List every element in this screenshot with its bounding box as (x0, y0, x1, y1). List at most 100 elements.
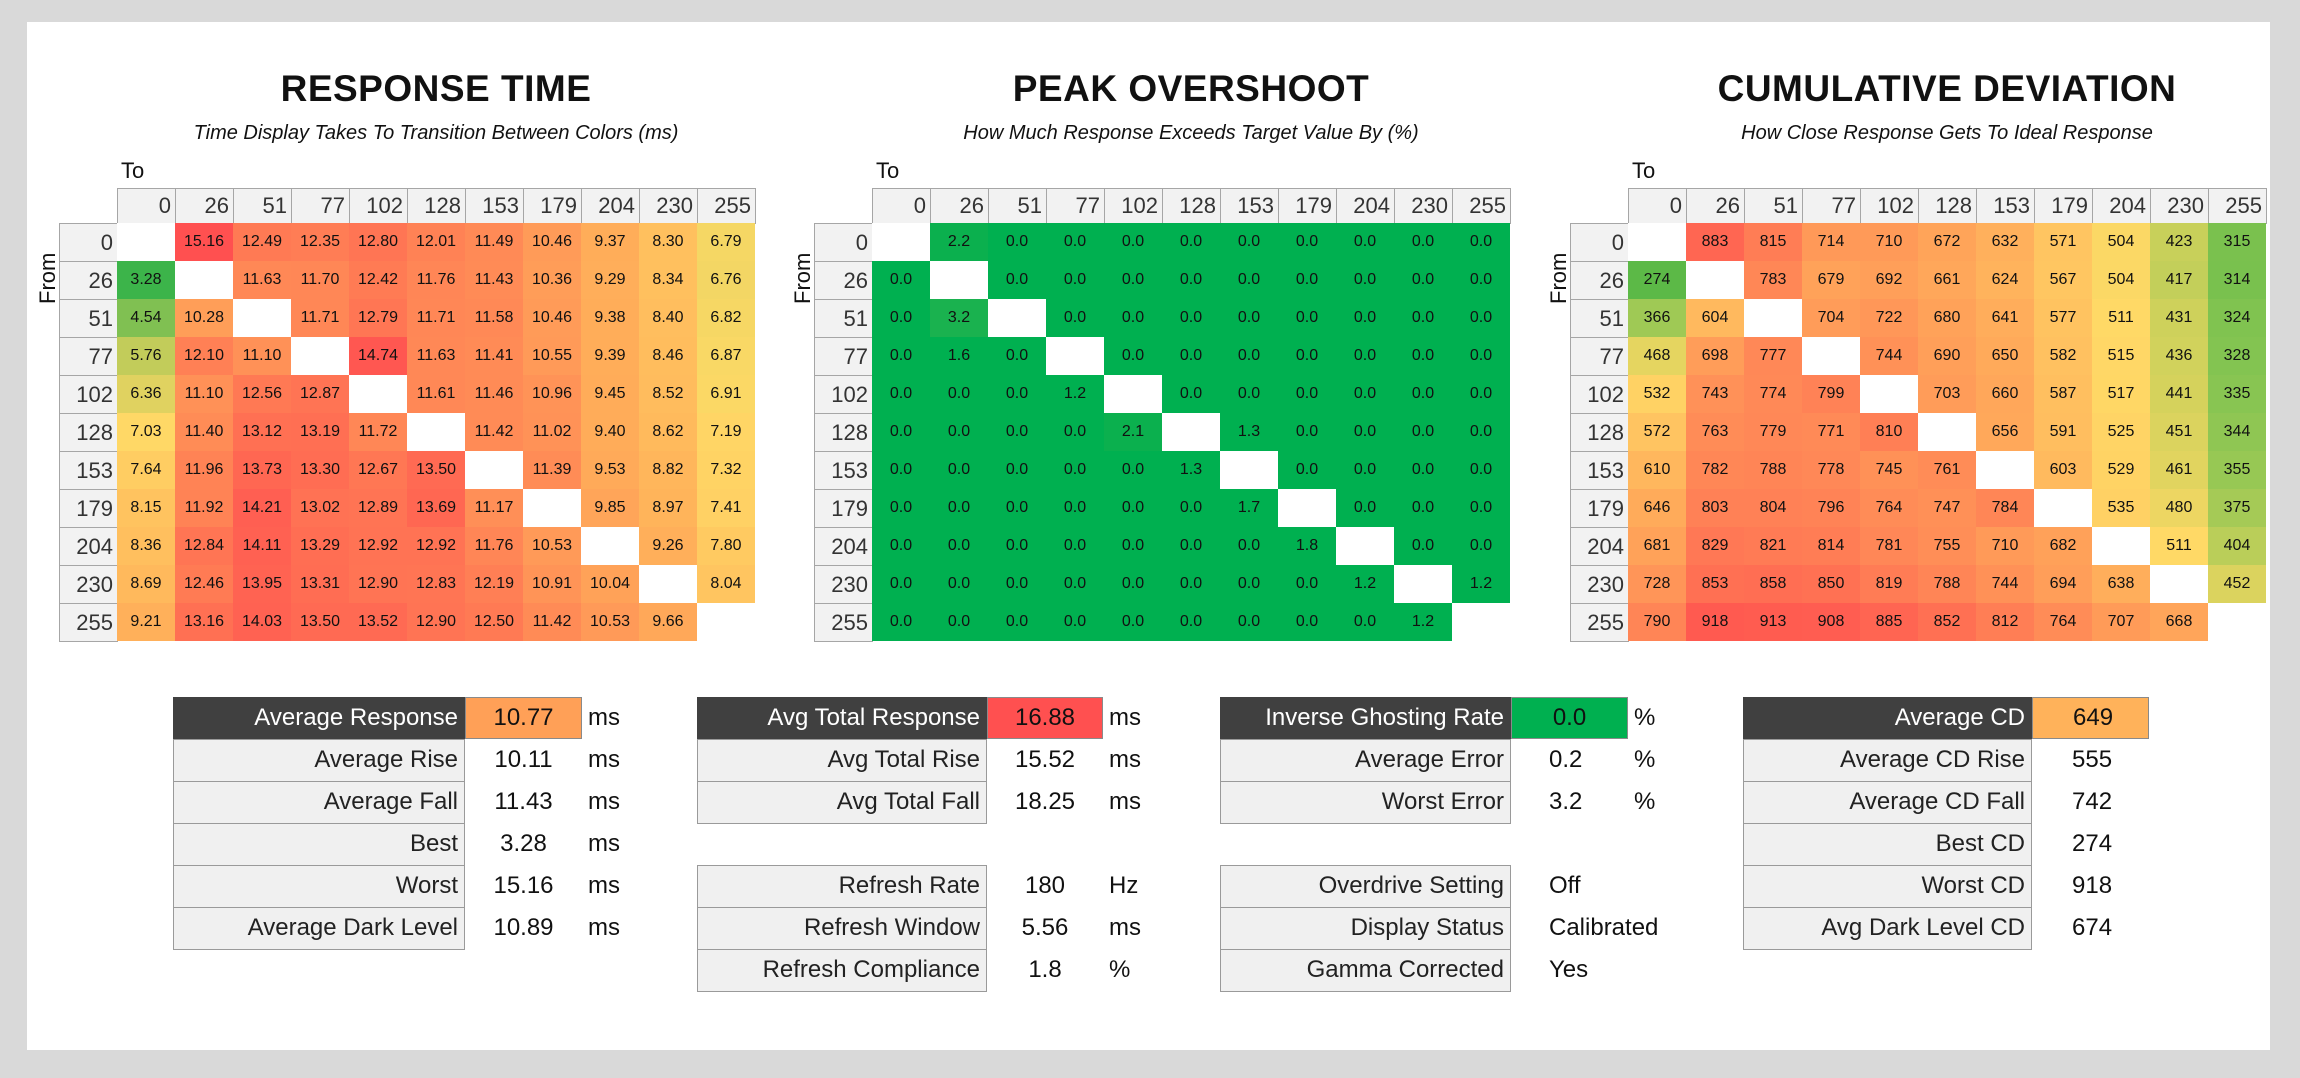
heatmap-cell: 274 (1628, 261, 1686, 299)
heatmap-cell: 796 (1802, 489, 1860, 527)
heatmap-cell: 511 (2092, 299, 2150, 337)
heatmap-cell: 12.67 (349, 451, 407, 489)
chart-title: PEAK OVERSHOOT (1012, 68, 1370, 109)
heatmap-cell: 0.0 (1394, 261, 1452, 299)
heatmap-cell-empty (175, 261, 233, 299)
heatmap-cell: 788 (1918, 565, 1976, 603)
heatmap-cell: 812 (1976, 603, 2034, 641)
summary-label: Gamma Corrected (1220, 949, 1511, 992)
heatmap-cell: 9.38 (581, 299, 639, 337)
heatmap-cell: 0.0 (1162, 603, 1220, 641)
summary-value: 10.11 (494, 746, 553, 773)
heatmap-cell-empty (407, 413, 465, 451)
heatmap-cell-empty (1802, 337, 1860, 375)
summary-value: 11.43 (494, 788, 553, 815)
heatmap-cell-empty (872, 223, 930, 261)
summary-label: Inverse Ghosting Rate (1220, 697, 1511, 740)
heatmap-cell: 14.74 (349, 337, 407, 375)
summary-row: Best 3.28 ms (173, 823, 620, 866)
heatmap-cell: 11.58 (465, 299, 523, 337)
heatmap-cell: 2.2 (930, 223, 988, 261)
summary-label: Avg Dark Level CD (1743, 907, 2032, 950)
heatmap-cell: 13.16 (175, 603, 233, 641)
heatmap-cell: 532 (1628, 375, 1686, 413)
heatmap-cell: 431 (2150, 299, 2208, 337)
heatmap-cell: 0.0 (988, 527, 1046, 565)
row-header: 51 (59, 299, 118, 338)
summary-value: 742 (2072, 788, 2113, 815)
heatmap-cell: 12.92 (349, 527, 407, 565)
summary-row: Worst 15.16 ms (173, 865, 620, 908)
row-header: 0 (1570, 223, 1629, 262)
heatmap-cell: 779 (1744, 413, 1802, 451)
row-header: 26 (1570, 261, 1629, 300)
heatmap-cell: 0.0 (1046, 527, 1104, 565)
heatmap-cell: 0.0 (872, 261, 930, 299)
heatmap-cell: 660 (1976, 375, 2034, 413)
summary-row: Average Error 0.2% (1220, 739, 1655, 782)
heatmap-cell: 0.0 (1046, 261, 1104, 299)
heatmap-cell: 707 (2092, 603, 2150, 641)
column-header: 204 (581, 188, 640, 224)
column-header: 230 (639, 188, 698, 224)
row-header: 153 (814, 451, 873, 490)
heatmap-cell-empty (697, 603, 755, 641)
heatmap-cell-empty (1452, 603, 1510, 641)
heatmap-cell: 694 (2034, 565, 2092, 603)
heatmap-cell: 0.0 (1220, 299, 1278, 337)
heatmap-cell: 883 (1686, 223, 1744, 261)
heatmap-cell: 13.31 (291, 565, 349, 603)
summary-unit: % (1634, 788, 1656, 815)
heatmap-cell: 567 (2034, 261, 2092, 299)
heatmap-cell: 11.76 (407, 261, 465, 299)
summary-value: 10.89 (493, 914, 554, 941)
heatmap-cell: 0.0 (1394, 375, 1452, 413)
heatmap-cell: 12.79 (349, 299, 407, 337)
summary-row: Gamma Corrected Yes (1220, 949, 1628, 992)
heatmap-cell: 6.79 (697, 223, 755, 261)
column-header: 153 (1220, 188, 1279, 224)
heatmap-cell: 13.12 (233, 413, 291, 451)
heatmap-cell: 8.30 (639, 223, 697, 261)
heatmap-cell: 1.2 (1336, 565, 1394, 603)
heatmap-cell: 572 (1628, 413, 1686, 451)
heatmap-cell: 0.0 (872, 489, 930, 527)
heatmap-cell: 328 (2208, 337, 2266, 375)
heatmap-cell: 8.69 (117, 565, 175, 603)
heatmap-cell: 12.90 (349, 565, 407, 603)
heatmap-grid: 0 26 51 77 102 128 153 179 204 230 255 0 15.16 12.49 1… (59, 188, 756, 642)
column-header: 0 (117, 188, 176, 224)
row-header: 51 (1570, 299, 1629, 338)
heatmap-cell: 0.0 (1336, 261, 1394, 299)
summary-value: 674 (2072, 914, 2113, 941)
summary-row: Refresh Rate 180 Hz (697, 865, 1138, 908)
heatmap-cell-empty (1104, 375, 1162, 413)
heatmap-cell: 0.0 (930, 451, 988, 489)
row-header: 128 (59, 413, 118, 452)
heatmap-cell: 11.43 (465, 261, 523, 299)
summary-row: Overdrive Setting Off (1220, 865, 1628, 908)
heatmap-cell: 0.0 (930, 375, 988, 413)
heatmap-cell: 15.16 (175, 223, 233, 261)
y-axis-label: From (790, 252, 815, 304)
summary-row: Average Fall 11.43 ms (173, 781, 620, 824)
summary-row: Average CD 649 (1743, 697, 2149, 740)
grid-corner (59, 188, 117, 223)
column-header: 26 (1686, 188, 1745, 224)
heatmap-cell: 1.3 (1220, 413, 1278, 451)
heatmap-cell: 0.0 (1162, 527, 1220, 565)
heatmap-cell: 680 (1918, 299, 1976, 337)
row-header: 128 (1570, 413, 1629, 452)
heatmap-cell: 517 (2092, 375, 2150, 413)
heatmap-cell: 744 (1860, 337, 1918, 375)
y-axis-label: From (35, 252, 60, 304)
heatmap-cell: 8.52 (639, 375, 697, 413)
heatmap-cell: 504 (2092, 261, 2150, 299)
heatmap-cell: 0.0 (1104, 451, 1162, 489)
row-header: 204 (59, 527, 118, 566)
heatmap-cell: 423 (2150, 223, 2208, 261)
summary-value: 15.16 (493, 872, 554, 899)
heatmap-cell: 511 (2150, 527, 2208, 565)
row-header: 204 (1570, 527, 1629, 566)
heatmap-cell-empty (1686, 261, 1744, 299)
